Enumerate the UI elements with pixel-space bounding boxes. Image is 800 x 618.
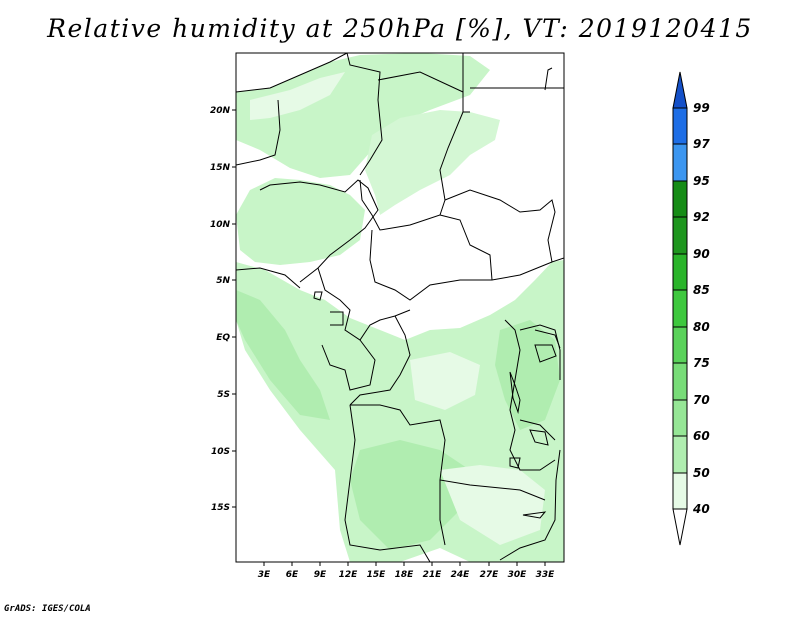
border-line <box>330 311 344 326</box>
lake-outline <box>522 511 547 519</box>
lat-label-10s: 10S <box>211 447 230 457</box>
lat-label-10n: 10N <box>210 220 231 230</box>
colorbar-segment-80-85 <box>672 289 688 328</box>
lat-label-15n: 15N <box>210 163 231 173</box>
humidity-area-north-2 <box>250 72 345 120</box>
colorbar-segment-60-70 <box>672 399 688 437</box>
border-line <box>349 315 411 406</box>
colorbar-label-99: 99 <box>693 101 710 115</box>
border-line <box>519 419 556 441</box>
lat-label-eq: EQ <box>216 333 230 343</box>
border-line <box>369 229 553 301</box>
lon-label-3e: 3E <box>258 570 271 580</box>
border-line <box>519 324 561 380</box>
colorbar-label-50: 50 <box>693 466 710 480</box>
border-line <box>346 53 383 176</box>
humidity-area-southeast <box>440 465 545 545</box>
grads-credit: GrADS: IGES/COLA <box>4 604 91 614</box>
colorbar-segment-75-80 <box>672 326 688 364</box>
colorbar-segment-97-99 <box>672 107 688 145</box>
lat-axis: 20N 15N 10N 5N EQ 5S 10S 15S <box>210 106 236 513</box>
colorbar-label-60: 60 <box>693 429 710 443</box>
colorbar-label-75: 75 <box>693 356 710 370</box>
lon-label-6e: 6E <box>286 570 299 580</box>
border-line <box>350 404 546 501</box>
colorbar-label-92: 92 <box>693 210 710 224</box>
map-frame <box>235 52 565 563</box>
border-line <box>236 267 301 289</box>
border-line <box>504 319 556 471</box>
border-line <box>359 111 464 231</box>
humidity-area-central-light <box>410 352 480 410</box>
humidity-area-sahel <box>365 110 500 215</box>
colorbar-segment-50-60 <box>672 435 688 474</box>
border-line <box>439 214 493 281</box>
lake-outline <box>313 291 323 301</box>
lat-label-20n: 20N <box>210 106 231 116</box>
colorbar-top-arrow <box>672 71 688 109</box>
lake-outline <box>529 429 549 446</box>
lon-label-21e: 21E <box>423 570 443 580</box>
chart-title: Relative humidity at 250hPa [%], VT: 201… <box>47 14 753 43</box>
lake-outline <box>509 457 521 469</box>
border-line <box>236 99 281 166</box>
lon-label-27e: 27E <box>480 570 500 580</box>
lat-label-5s: 5S <box>217 390 230 400</box>
lake-outline <box>534 344 557 363</box>
colorbar-bottom-arrow <box>672 508 688 546</box>
border-line <box>321 339 376 391</box>
border-line <box>444 189 564 263</box>
lake-outline <box>509 371 521 414</box>
country-borders <box>236 53 564 562</box>
border-line <box>344 404 431 562</box>
border-line <box>534 329 561 349</box>
lon-label-30e: 30E <box>508 570 528 580</box>
lon-label-12e: 12E <box>339 570 359 580</box>
border-line <box>544 67 553 91</box>
lat-label-5n: 5N <box>216 276 230 286</box>
colorbar-segment-40-50 <box>672 472 688 510</box>
colorbar-label-70: 70 <box>693 393 710 407</box>
lon-label-24e: 24E <box>451 570 471 580</box>
colorbar-segment-70-75 <box>672 362 688 401</box>
colorbar-segment-95-97 <box>672 143 688 182</box>
border-line <box>236 53 348 93</box>
border-line <box>499 449 561 561</box>
lon-label-9e: 9E <box>314 570 327 580</box>
humidity-area-north <box>236 53 490 178</box>
colorbar-segment-90-92 <box>672 216 688 255</box>
lon-label-33e: 33E <box>536 570 556 580</box>
humidity-area-coast <box>236 290 330 420</box>
lon-label-15e: 15E <box>367 570 387 580</box>
border-line <box>259 179 379 283</box>
colorbar-label-95: 95 <box>693 174 710 188</box>
lat-label-15s: 15S <box>211 503 230 513</box>
colorbar-label-85: 85 <box>693 283 710 297</box>
colorbar-label-40: 40 <box>692 502 710 516</box>
lon-label-18e: 18E <box>395 570 415 580</box>
colorbar-label-97: 97 <box>693 137 710 151</box>
colorbar-label-90: 90 <box>693 247 710 261</box>
border-line <box>317 267 411 341</box>
colorbar-segment-85-90 <box>672 253 688 291</box>
border-line <box>439 480 446 546</box>
colorbar-segment-92-95 <box>672 180 688 218</box>
humidity-field <box>236 53 564 562</box>
humidity-area-west <box>236 178 365 265</box>
colorbar-label-80: 80 <box>693 320 710 334</box>
colorbar: 99 97 95 92 90 85 80 75 70 60 50 40 <box>672 71 710 546</box>
lon-axis: 3E 6E 9E 12E 15E 18E 21E 24E 27E 30E 33E <box>258 562 555 580</box>
